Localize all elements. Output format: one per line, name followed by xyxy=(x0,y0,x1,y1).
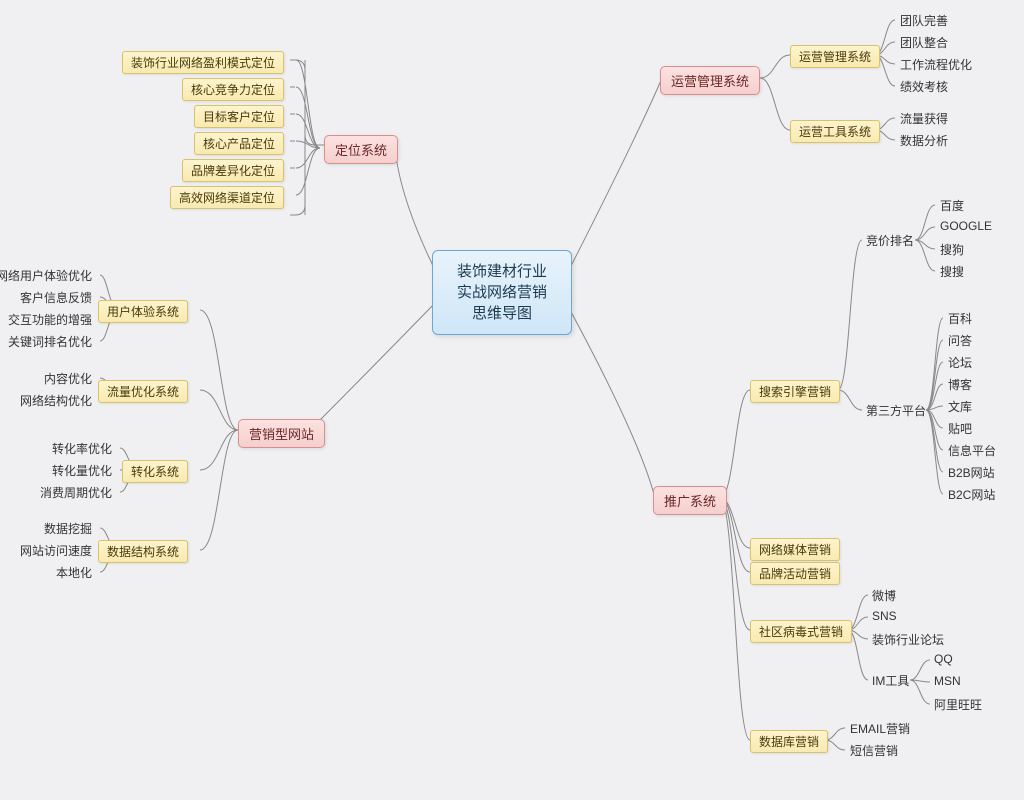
yingxiao-1-1: 网络结构优化 xyxy=(18,391,94,410)
yingxiao-2-1: 转化量优化 xyxy=(50,461,114,480)
tuiguang-media: 网络媒体营销 xyxy=(750,538,840,561)
disanfang-title: 第三方平台 xyxy=(864,401,928,420)
dingwei-item-5: 高效网络渠道定位 xyxy=(170,186,284,209)
yingxiao-sub-2: 转化系统 xyxy=(122,460,188,483)
jingjia-title: 竞价排名 xyxy=(864,231,916,250)
tuiguang-sousuo: 搜索引擎营销 xyxy=(750,380,840,403)
yingxiao-3-2: 本地化 xyxy=(54,563,94,582)
db-0: EMAIL营销 xyxy=(848,719,912,738)
dsf-1: 问答 xyxy=(946,331,974,350)
dsf-2: 论坛 xyxy=(946,353,974,372)
dingwei-item-3: 核心产品定位 xyxy=(194,132,284,155)
branch-yingxiao: 营销型网站 xyxy=(238,419,325,448)
dingwei-item-0: 装饰行业网络盈利模式定位 xyxy=(122,51,284,74)
branch-tuiguang: 推广系统 xyxy=(653,486,727,515)
yingxiao-sub-3: 数据结构系统 xyxy=(98,540,188,563)
tuiguang-db: 数据库营销 xyxy=(750,730,828,753)
dsf-3: 博客 xyxy=(946,375,974,394)
yunying-1-0: 流量获得 xyxy=(898,109,950,128)
im-1: MSN xyxy=(932,673,963,689)
yingxiao-0-0: 网络用户体验优化 xyxy=(0,266,94,285)
yingxiao-0-2: 交互功能的增强 xyxy=(6,310,94,329)
center-line3: 思维导图 xyxy=(447,303,557,324)
yunying-0-0: 团队完善 xyxy=(898,11,950,30)
yunying-0-3: 绩效考核 xyxy=(898,77,950,96)
dingwei-item-4: 品牌差异化定位 xyxy=(182,159,284,182)
branch-yunying: 运营管理系统 xyxy=(660,66,760,95)
jingjia-3: 搜搜 xyxy=(938,262,966,281)
yunying-sub-1: 运营工具系统 xyxy=(790,120,880,143)
jingjia-2: 搜狗 xyxy=(938,240,966,259)
dsf-8: B2C网站 xyxy=(946,485,997,504)
yingxiao-3-0: 数据挖掘 xyxy=(42,519,94,538)
jingjia-1: GOOGLE xyxy=(938,218,994,234)
yingxiao-1-0: 内容优化 xyxy=(42,369,94,388)
yingxiao-3-1: 网站访问速度 xyxy=(18,541,94,560)
im-0: QQ xyxy=(932,651,955,667)
yingxiao-0-3: 关键词排名优化 xyxy=(6,332,94,351)
db-1: 短信营销 xyxy=(848,741,900,760)
branch-dingwei: 定位系统 xyxy=(324,135,398,164)
jingjia-0: 百度 xyxy=(938,196,966,215)
yunying-1-1: 数据分析 xyxy=(898,131,950,150)
dsf-5: 贴吧 xyxy=(946,419,974,438)
yingxiao-sub-1: 流量优化系统 xyxy=(98,380,188,403)
dingwei-item-1: 核心竞争力定位 xyxy=(182,78,284,101)
dsf-7: B2B网站 xyxy=(946,463,997,482)
yunying-sub-0: 运营管理系统 xyxy=(790,45,880,68)
yingxiao-sub-0: 用户体验系统 xyxy=(98,300,188,323)
dsf-0: 百科 xyxy=(946,309,974,328)
yunying-0-2: 工作流程优化 xyxy=(898,55,974,74)
dsf-4: 文库 xyxy=(946,397,974,416)
dsf-6: 信息平台 xyxy=(946,441,998,460)
center-line2: 实战网络营销 xyxy=(447,282,557,303)
center-node: 装饰建材行业 实战网络营销 思维导图 xyxy=(432,250,572,335)
shequ-1: SNS xyxy=(870,608,899,624)
yingxiao-2-0: 转化率优化 xyxy=(50,439,114,458)
center-line1: 装饰建材行业 xyxy=(447,261,557,282)
shequ-im: IM工具 xyxy=(870,671,911,690)
tuiguang-brand: 品牌活动营销 xyxy=(750,562,840,585)
im-2: 阿里旺旺 xyxy=(932,695,984,714)
yunying-0-1: 团队整合 xyxy=(898,33,950,52)
yingxiao-2-2: 消费周期优化 xyxy=(38,483,114,502)
yingxiao-0-1: 客户信息反馈 xyxy=(18,288,94,307)
dingwei-item-2: 目标客户定位 xyxy=(194,105,284,128)
shequ-2: 装饰行业论坛 xyxy=(870,630,946,649)
shequ-0: 微博 xyxy=(870,586,898,605)
tuiguang-shequ: 社区病毒式营销 xyxy=(750,620,852,643)
